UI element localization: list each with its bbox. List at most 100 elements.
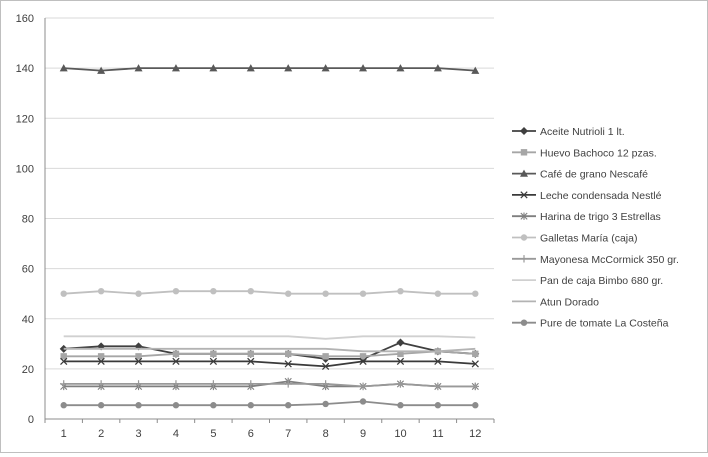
- legend-entry: Harina de trigo 3 Estrellas: [512, 211, 661, 223]
- triangle-marker: [433, 64, 442, 72]
- legend-entry: Pure de tomate La Costeña: [512, 318, 669, 330]
- plus-marker: [284, 380, 292, 388]
- x-marker: [396, 357, 405, 365]
- series-line: [63, 347, 476, 353]
- plus-marker: [359, 382, 367, 391]
- circle-marker: [172, 402, 180, 409]
- circle-marker: [434, 402, 442, 409]
- y-tick-label: 120: [16, 113, 34, 125]
- triangle-marker: [284, 64, 293, 72]
- square-marker: [322, 353, 329, 360]
- plus-marker: [97, 380, 105, 388]
- square-marker: [359, 353, 367, 360]
- circle-marker: [397, 287, 404, 295]
- diamond-marker: [520, 127, 528, 135]
- legend: Aceite Nutrioli 1 lt. Huevo Bachoco 12 pz…: [512, 126, 679, 330]
- y-tick-label: 160: [16, 13, 34, 25]
- x-marker-stroke: [60, 357, 68, 365]
- triangle-marker: [209, 64, 218, 72]
- series-line: [63, 382, 476, 388]
- x-tick-label: 7: [285, 428, 291, 440]
- y-tick-label: 100: [16, 163, 34, 175]
- x-tick-label: 10: [394, 428, 406, 440]
- x-tick-label: 3: [135, 428, 141, 440]
- legend-entry: Huevo Bachoco 12 pzas.: [512, 147, 657, 159]
- x-marker-stroke: [434, 357, 442, 365]
- triangle-marker: [471, 66, 480, 74]
- x-tick-label: 4: [173, 428, 179, 440]
- x-marker-stroke: [172, 357, 180, 365]
- x-marker-stroke: [247, 357, 255, 365]
- circle-marker: [322, 290, 329, 297]
- x-marker-stroke: [322, 362, 330, 370]
- legend-label: Huevo Bachoco 12 pzas.: [540, 147, 657, 159]
- series-line: [63, 335, 476, 340]
- y-tick-label: 20: [22, 364, 34, 376]
- plus-marker: [520, 255, 528, 263]
- legend-label: Pan de caja Bimbo 680 gr.: [540, 275, 663, 287]
- circle-marker: [285, 402, 292, 409]
- x-marker-stroke: [471, 360, 479, 368]
- y-tick-label: 140: [16, 63, 34, 75]
- y-tick-label: 0: [28, 414, 34, 426]
- x-marker: [60, 357, 68, 365]
- circle-marker: [247, 287, 254, 295]
- gridlines: [45, 17, 494, 370]
- square-marker: [285, 350, 292, 358]
- legend-label: Mayonesa McCormick 350 gr.: [540, 254, 679, 266]
- diamond-marker: [396, 338, 405, 347]
- y-tick-label: 80: [22, 214, 34, 226]
- circle-marker: [97, 402, 105, 409]
- x-marker-stroke: [209, 357, 217, 365]
- square-marker: [210, 350, 217, 358]
- circle-marker: [135, 402, 142, 409]
- circle-marker: [359, 290, 367, 297]
- square-marker: [97, 353, 105, 360]
- square-marker: [397, 350, 404, 358]
- x-marker: [520, 191, 528, 199]
- circle-marker: [285, 290, 292, 297]
- x-tick-label: 5: [210, 428, 216, 440]
- x-marker: [284, 360, 292, 368]
- circle-marker: [60, 290, 67, 297]
- legend-entry: Atun Dorado: [512, 296, 599, 308]
- circle-marker: [210, 287, 217, 295]
- x-marker-stroke: [359, 357, 367, 365]
- x-tick-label: 9: [360, 428, 366, 440]
- x-marker-stroke: [396, 357, 405, 365]
- x-marker-stroke: [97, 357, 105, 365]
- x-tick-label: 1: [61, 428, 67, 440]
- series-3: [59, 64, 480, 74]
- legend-label: Leche condensada Nestlé: [540, 190, 662, 202]
- legend-entry: Aceite Nutrioli 1 lt.: [512, 126, 625, 138]
- x-marker-stroke: [520, 191, 528, 199]
- x-marker: [322, 362, 330, 370]
- circle-marker: [472, 402, 479, 409]
- star-marker: [520, 212, 528, 220]
- legend-label: Aceite Nutrioli 1 lt.: [540, 126, 625, 138]
- circle-marker: [397, 402, 404, 409]
- series-2: [60, 348, 479, 360]
- series-4: [60, 357, 479, 370]
- x-tick-label: 12: [469, 428, 481, 440]
- square-marker: [60, 353, 67, 360]
- circle-marker: [60, 402, 67, 409]
- circle-marker: [210, 402, 217, 409]
- triangle-marker: [97, 66, 106, 74]
- circle-marker: [135, 290, 142, 297]
- circle-marker: [434, 290, 442, 297]
- plus-marker: [60, 380, 68, 388]
- triangle-marker: [359, 64, 368, 72]
- legend-entry: Café de grano Nescafé: [512, 169, 648, 181]
- legend-label: Galletas María (caja): [540, 233, 637, 245]
- x-marker: [471, 360, 479, 368]
- legend-label: Pure de tomate La Costeña: [540, 318, 669, 330]
- x-marker-stroke: [134, 357, 143, 365]
- plus-marker: [434, 382, 442, 391]
- square-marker: [135, 353, 142, 360]
- series-10: [60, 398, 479, 409]
- x-marker: [97, 357, 105, 365]
- plus-marker: [134, 380, 143, 388]
- circle-marker: [172, 287, 180, 295]
